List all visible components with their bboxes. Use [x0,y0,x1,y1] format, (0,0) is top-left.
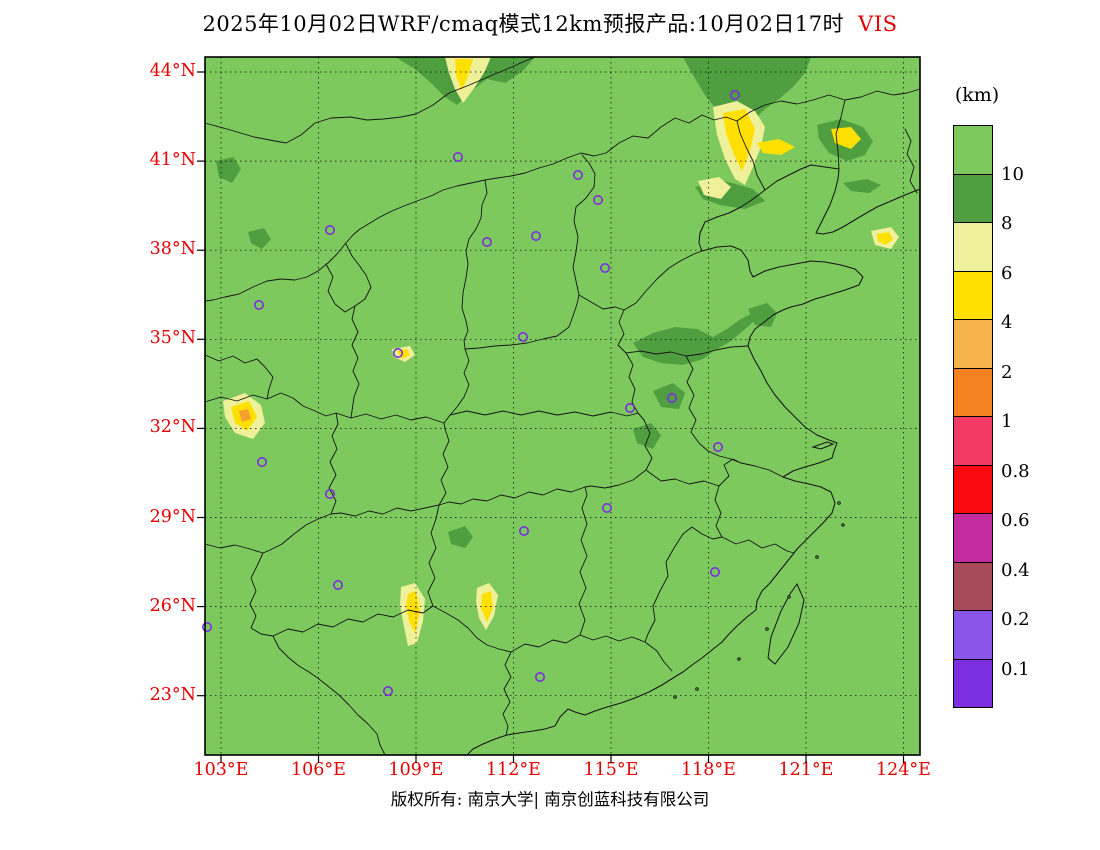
city-marker [202,621,212,632]
city-marker [530,231,541,242]
taiwan-island [767,582,805,665]
lon-tick-label: 112°E [486,760,541,780]
lat-axis: 44°N 41°N 38°N 35°N 32°N 29°N 26°N 23°N [120,57,196,755]
lon-tick-label: 109°E [388,760,444,780]
copyright-footer: 版权所有: 南京大学| 南京创蓝科技有限公司 [390,790,710,809]
city-marker [666,392,677,403]
axis-ticks [197,71,905,763]
legend-swatch [953,319,993,369]
lat-tick-label: 38°N [149,239,196,260]
legend-value-label: 0.8 [1001,460,1030,482]
legend-unit: (km) [954,84,1000,106]
legend-swatch [953,367,993,417]
legend-value-label: 1 [1001,411,1013,432]
legend-value-label: 0.1 [1001,658,1030,680]
lon-tick-label: 115°E [583,760,639,780]
legend-value-label: 4 [1001,312,1013,333]
city-marker [453,152,464,163]
title-variable-vis: VIS [858,12,898,36]
city-marker [393,347,404,358]
lon-tick-label: 106°E [291,760,346,780]
city-marker [256,456,267,467]
visibility-patches [216,57,899,646]
city-marker [729,89,740,100]
city-marker [481,237,492,248]
city-marker [517,331,528,342]
lat-tick-label: 44°N [149,61,196,81]
legend-labels: 10 8 6 4 2 1 0.8 0.6 0.4 0.2 0.1 [1001,125,1061,725]
city-marker [383,685,394,696]
city-marker [712,441,723,452]
lat-tick-label: 41°N [149,150,196,171]
legend-swatch [953,173,993,223]
legend-swatch [953,416,993,466]
lat-tick-label: 32°N [149,417,196,438]
legend-swatch [953,464,993,514]
city-marker [709,566,720,577]
city-marker [601,502,612,513]
city-marker [253,300,264,311]
city-marker [592,195,603,206]
map-frame [204,56,921,756]
city-marker [572,170,583,181]
lat-tick-label: 35°N [149,328,196,349]
city-marker [325,225,336,236]
legend-value-label: 0.2 [1001,609,1030,630]
province-borders [204,56,921,756]
lon-tick-label: 103°E [193,760,249,780]
lat-tick-label: 23°N [149,684,196,705]
title-text: 2025年10月02日WRF/cmaq模式12km预报产品:10月02日17时 [202,12,845,36]
legend-swatch [953,561,993,611]
city-marker [624,402,635,413]
legend-swatch [953,513,993,563]
map-panel [197,56,921,763]
legend-value-label: 0.4 [1001,559,1030,581]
legend-boxes [953,125,993,708]
city-marker [599,263,610,274]
lon-tick-label: 124°E [876,760,931,780]
legend-swatch [953,270,993,320]
map-background [205,57,920,755]
legend-swatch [953,222,993,272]
legend-value-label: 2 [1001,361,1013,383]
legend-value-label: 10 [1001,163,1024,185]
legend-value-label: 6 [1001,262,1013,284]
lon-tick-label: 118°E [681,760,736,780]
legend-swatch [953,658,993,708]
lon-tick-label: 121°E [778,760,834,780]
legend-swatch [953,610,993,660]
city-marker [534,671,545,682]
city-marker [325,488,336,499]
legend-swatch [953,125,993,175]
chongming-island [811,441,835,450]
legend-value-label: 0.6 [1001,510,1030,531]
coastline [466,164,921,756]
figure-title: 2025年10月02日WRF/cmaq模式12km预报产品:10月02日17时 V… [0,8,1100,38]
legend-value-label: 8 [1001,213,1013,234]
lon-axis: 103°E 106°E 109°E 112°E 115°E 118°E 121°E 124°E [194,760,931,786]
map-image [197,56,921,763]
lat-tick-label: 29°N [149,506,196,527]
city-markers [202,89,740,696]
city-marker [333,579,344,590]
city-marker [518,525,529,536]
lat-tick-label: 26°N [149,595,196,616]
